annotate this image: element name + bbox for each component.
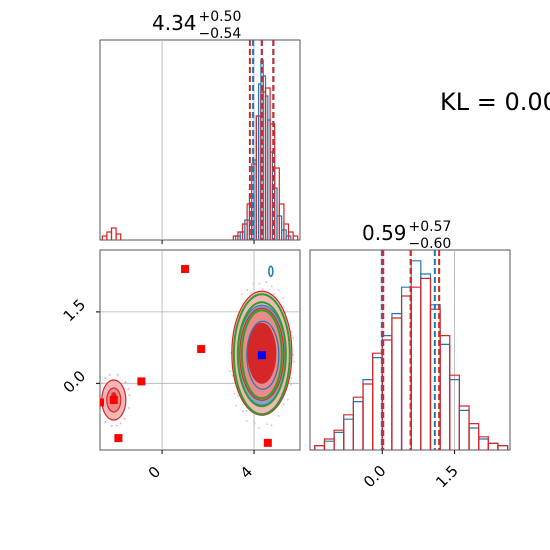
sample-dot <box>252 420 255 423</box>
br-x-tick-label-0: 0.0 <box>360 462 390 492</box>
sample-dot <box>116 373 119 376</box>
contour-blue-blob <box>268 265 274 277</box>
sample-dot <box>233 392 236 395</box>
title-1-plus: +0.50 <box>199 9 242 25</box>
sample-dot <box>123 418 126 420</box>
blue-square-point <box>257 351 266 360</box>
histogram-bin <box>115 233 122 240</box>
contour-blue-inner <box>246 320 280 390</box>
y-tick-label-0: 0.0 <box>60 367 90 397</box>
sample-dot <box>277 415 280 417</box>
sample-dot <box>104 377 107 379</box>
sample-dot <box>282 306 285 309</box>
sample-dot <box>110 424 113 427</box>
sample-dot <box>292 336 295 339</box>
br-x-tick-label-1: 1.5 <box>432 462 462 492</box>
sample-dot <box>292 353 295 356</box>
sample-dot <box>100 382 103 385</box>
sample-dot <box>237 395 239 397</box>
sample-dot <box>119 422 122 425</box>
sample-dot <box>108 373 111 376</box>
red-square-point-3 <box>109 396 118 404</box>
contour-green-0 <box>232 293 291 416</box>
panel-bottom-left-points <box>100 265 272 447</box>
contour-green-2 <box>240 309 283 400</box>
red-square-point-1 <box>197 345 206 354</box>
title-2-median: 0.59 <box>362 221 407 245</box>
x-tick-label-1: 4 <box>237 463 256 482</box>
sample-dot <box>258 282 261 285</box>
histogram-bin <box>278 203 285 240</box>
panel-bottom-left: 0 4 0.0 1.5 <box>60 249 301 482</box>
histogram-bin <box>497 445 509 450</box>
histogram-bin <box>292 235 299 240</box>
sample-dot <box>282 403 285 406</box>
sample-dot <box>293 360 296 363</box>
sample-dot <box>261 288 264 291</box>
sample-dot <box>100 411 101 414</box>
title-1-minus: −0.54 <box>198 26 241 42</box>
title-2-minus: −0.60 <box>408 236 451 252</box>
sample-dot <box>235 404 238 407</box>
sample-dot <box>231 374 234 377</box>
panel-top-left: 4.34 +0.50 −0.54 <box>99 9 301 244</box>
title-2-plus: +0.57 <box>409 219 452 235</box>
panel-top-left-quantile-lines <box>248 40 275 240</box>
sample-dot <box>245 420 248 422</box>
red-square-point-2 <box>137 377 146 386</box>
sample-dot <box>127 388 130 390</box>
x-tick-label-0: 0 <box>145 463 164 482</box>
sample-dot <box>290 376 293 379</box>
sample-dot <box>277 289 280 292</box>
sample-dot <box>240 293 243 296</box>
panel-top-left-frame <box>99 39 301 241</box>
sample-dot <box>270 424 273 427</box>
sample-dot <box>282 297 284 300</box>
sample-dot <box>97 397 99 399</box>
panel-bottom-right-ticks: 0.0 1.5 <box>360 450 462 491</box>
sample-dot <box>242 410 244 413</box>
panel-bottom-right-title: 0.59 +0.57 −0.60 <box>362 219 451 252</box>
y-tick-label-1: 1.5 <box>60 296 90 326</box>
kl-label: KL = 0.00 <box>440 88 550 116</box>
contour-green-1 <box>236 301 287 408</box>
sample-dot <box>265 281 268 283</box>
panel-top-left-series-red <box>101 87 299 240</box>
title-1-median: 4.34 <box>152 11 197 35</box>
red-square-point-5 <box>114 434 123 443</box>
sample-dot <box>104 421 107 423</box>
sample-dot <box>128 407 130 409</box>
panel-top-left-title: 4.34 +0.50 −0.54 <box>152 9 241 42</box>
sample-dot <box>246 289 249 291</box>
sample-dot <box>270 285 273 288</box>
panel-bottom-right: 0.0 1.5 0.59 +0.57 −0.60 <box>309 219 511 491</box>
sample-dot <box>228 370 231 373</box>
sample-dot <box>124 381 127 384</box>
red-square-point-0 <box>181 265 190 274</box>
sample-dot <box>252 282 255 285</box>
sample-dot <box>266 423 268 426</box>
sample-dot <box>286 398 289 401</box>
sample-dot <box>273 293 275 296</box>
sample-dot <box>245 409 248 412</box>
sample-dot <box>128 394 131 397</box>
sample-dot <box>289 384 292 386</box>
sample-dot <box>250 292 253 294</box>
red-square-point-6 <box>263 438 272 447</box>
sample-dot <box>115 424 118 427</box>
red-square-point-4 <box>100 398 104 407</box>
sample-dot <box>253 422 256 425</box>
sample-dot <box>258 426 260 429</box>
panel-bottom-right-quantile-lines <box>380 250 441 450</box>
